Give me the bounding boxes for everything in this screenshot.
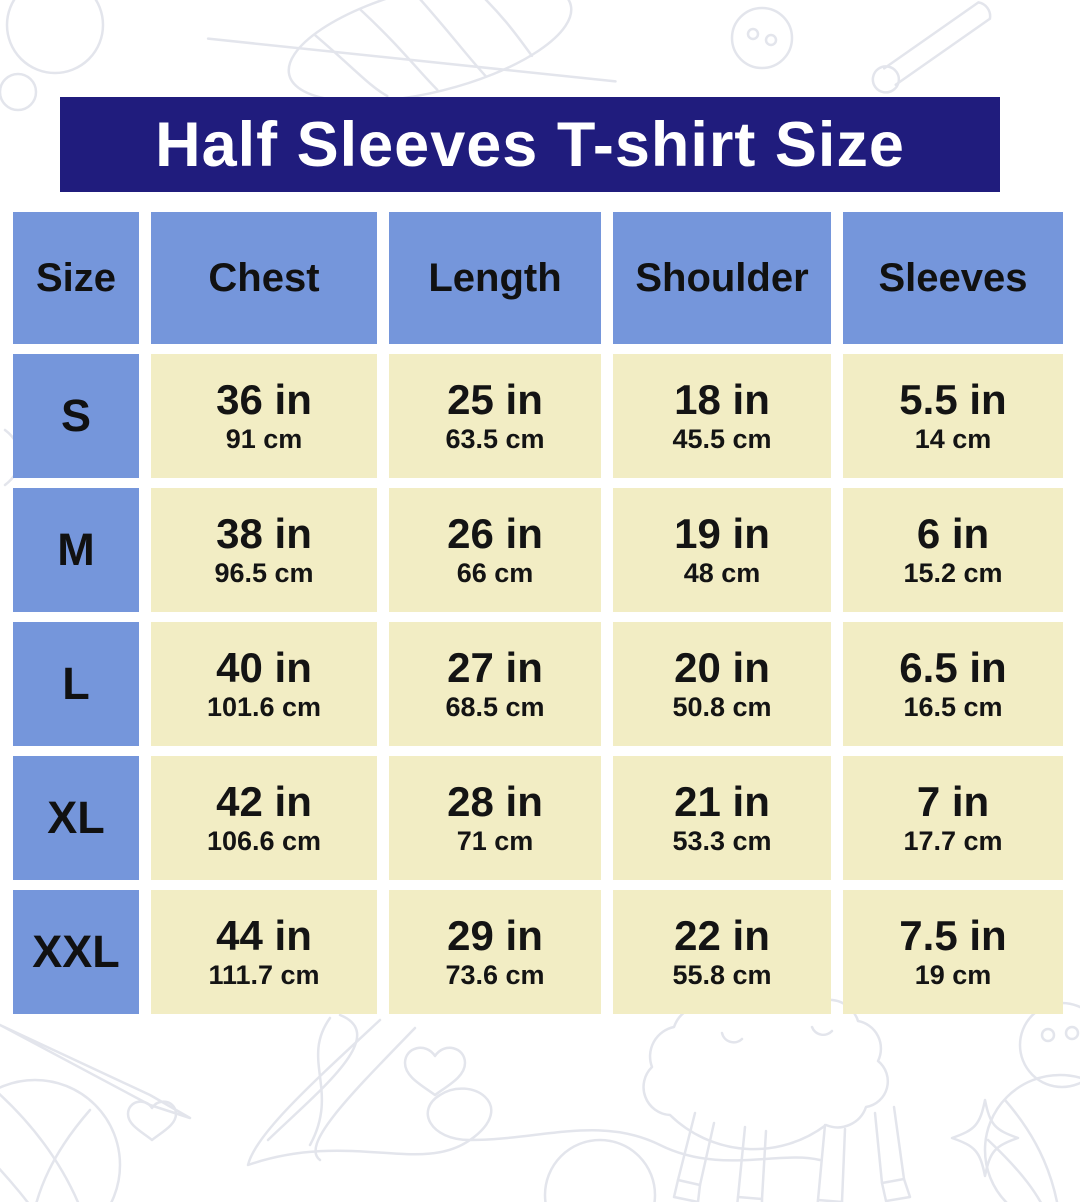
value-cm: 14 cm <box>914 423 992 454</box>
sparkle-icon <box>950 1098 1020 1178</box>
value-cm: 15.2 cm <box>903 557 1003 588</box>
cell-xl-length: 28 in 71 cm <box>389 756 601 880</box>
value-cm: 111.7 cm <box>208 959 320 990</box>
cell-m-chest: 38 in 96.5 cm <box>151 488 377 612</box>
cell-l-sleeves: 6.5 in 16.5 cm <box>843 622 1063 746</box>
sheep-icon <box>642 987 912 1202</box>
cell-xl-chest: 42 in 106.6 cm <box>151 756 377 880</box>
cell-m-shoulder: 19 in 48 cm <box>613 488 831 612</box>
cell-xxl-length: 29 in 73.6 cm <box>389 890 601 1014</box>
row-header-l: L <box>13 622 139 746</box>
value-cm: 19 cm <box>914 959 992 990</box>
value-cm: 101.6 cm <box>206 691 322 722</box>
row-header-xl: XL <box>13 756 139 880</box>
value-inches: 22 in <box>674 912 770 960</box>
heart-icon <box>126 1100 178 1142</box>
value-inches: 6.5 in <box>899 644 1007 692</box>
value-cm: 68.5 cm <box>445 691 545 722</box>
value-cm: 66 cm <box>456 557 534 588</box>
value-cm: 17.7 cm <box>903 825 1003 856</box>
cell-xxl-chest: 44 in 111.7 cm <box>151 890 377 1014</box>
button-icon <box>1018 1001 1080 1089</box>
value-inches: 20 in <box>674 644 770 692</box>
value-inches: 26 in <box>447 510 543 558</box>
value-inches: 44 in <box>216 912 312 960</box>
value-inches: 40 in <box>216 644 312 692</box>
value-inches: 18 in <box>674 376 770 424</box>
page-title: Half Sleeves T-shirt Size <box>155 109 905 180</box>
value-cm: 71 cm <box>456 825 534 856</box>
value-cm: 96.5 cm <box>214 557 314 588</box>
value-cm: 63.5 cm <box>445 423 545 454</box>
size-table: Size Chest Length Shoulder Sleeves S 36 … <box>13 212 1063 1014</box>
value-inches: 36 in <box>216 376 312 424</box>
thread-heart-icon <box>246 1013 822 1167</box>
value-inches: 7.5 in <box>899 912 1007 960</box>
cell-l-chest: 40 in 101.6 cm <box>151 622 377 746</box>
button-icon <box>730 6 794 70</box>
value-cm: 73.6 cm <box>445 959 545 990</box>
cell-s-chest: 36 in 91 cm <box>151 354 377 478</box>
cell-m-length: 26 in 66 cm <box>389 488 601 612</box>
cell-l-shoulder: 20 in 50.8 cm <box>613 622 831 746</box>
value-cm: 55.8 cm <box>672 959 772 990</box>
heart-icon <box>403 1046 467 1097</box>
cell-xxl-sleeves: 7.5 in 19 cm <box>843 890 1063 1014</box>
cell-xl-shoulder: 21 in 53.3 cm <box>613 756 831 880</box>
safety-pin-icon <box>871 1 992 94</box>
cell-xxl-shoulder: 22 in 55.8 cm <box>613 890 831 1014</box>
cell-l-length: 27 in 68.5 cm <box>389 622 601 746</box>
cell-s-shoulder: 18 in 45.5 cm <box>613 354 831 478</box>
value-cm: 45.5 cm <box>672 423 772 454</box>
value-cm: 50.8 cm <box>672 691 772 722</box>
value-cm: 53.3 cm <box>672 825 772 856</box>
value-inches: 42 in <box>216 778 312 826</box>
title-banner: Half Sleeves T-shirt Size <box>60 97 1000 192</box>
cell-s-length: 25 in 63.5 cm <box>389 354 601 478</box>
cell-s-sleeves: 5.5 in 14 cm <box>843 354 1063 478</box>
value-inches: 7 in <box>916 778 990 826</box>
value-inches: 38 in <box>216 510 312 558</box>
value-inches: 29 in <box>447 912 543 960</box>
value-cm: 16.5 cm <box>903 691 1003 722</box>
knitting-needle-icon <box>0 1023 192 1120</box>
value-cm: 91 cm <box>225 423 303 454</box>
col-header-shoulder: Shoulder <box>613 212 831 344</box>
value-inches: 19 in <box>674 510 770 558</box>
yarn-ball-icon <box>5 0 105 75</box>
value-inches: 28 in <box>447 778 543 826</box>
row-header-xxl: XXL <box>13 890 139 1014</box>
col-header-chest: Chest <box>151 212 377 344</box>
value-inches: 6 in <box>916 510 990 558</box>
value-cm: 48 cm <box>683 557 761 588</box>
value-inches: 5.5 in <box>899 376 1007 424</box>
yarn-ball-icon <box>0 1078 122 1202</box>
value-inches: 21 in <box>674 778 770 826</box>
value-cm: 106.6 cm <box>206 825 322 856</box>
yarn-ball-icon <box>983 1073 1080 1202</box>
yarn-ball-icon <box>0 72 38 112</box>
value-inches: 27 in <box>447 644 543 692</box>
cell-m-sleeves: 6 in 15.2 cm <box>843 488 1063 612</box>
value-inches: 25 in <box>447 376 543 424</box>
row-header-m: M <box>13 488 139 612</box>
col-header-size: Size <box>13 212 139 344</box>
row-header-s: S <box>13 354 139 478</box>
col-header-sleeves: Sleeves <box>843 212 1063 344</box>
cell-xl-sleeves: 7 in 17.7 cm <box>843 756 1063 880</box>
yarn-ball-icon <box>543 1138 657 1202</box>
col-header-length: Length <box>389 212 601 344</box>
